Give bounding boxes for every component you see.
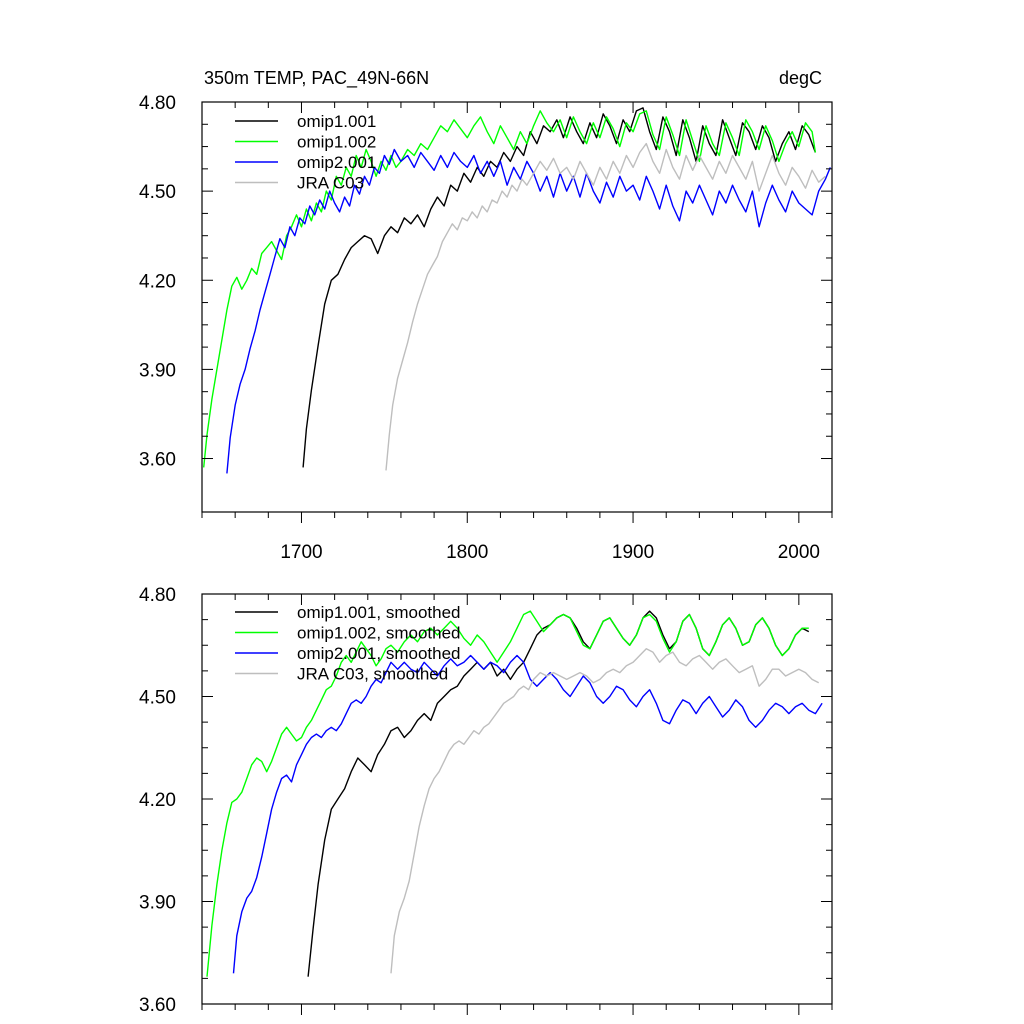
x-tick-label: 1700 <box>280 542 322 563</box>
y-tick-label: 3.90 <box>139 360 176 381</box>
legend-label: omip2.001 <box>297 153 376 172</box>
series-line-2 <box>206 610 809 977</box>
y-tick-label: 4.50 <box>139 688 176 709</box>
series-line-2 <box>203 110 817 468</box>
legend-label: JRA C03, smoothed <box>297 665 448 684</box>
plot-frame <box>201 101 833 513</box>
x-tick-label: 2000 <box>778 542 820 563</box>
legend: omip1.001, smoothed omip1.002, smoothedom… <box>235 603 461 684</box>
legend-label: omip1.002 <box>297 133 376 152</box>
units-label: degC <box>779 68 822 88</box>
x-tick-label: 1800 <box>446 542 488 563</box>
series-line-4 <box>385 142 826 471</box>
series-line-4 <box>390 648 820 974</box>
legend-label: omip1.001, smoothed <box>297 603 461 622</box>
series-lines <box>206 610 823 977</box>
panel-1: 3.60 3.90 4.20 4.50 4.80 1700 1800 1900 2000 350m… <box>139 68 833 563</box>
x-tick-label: 1900 <box>612 542 654 563</box>
chart-title: 350m TEMP, PAC_49N-66N <box>204 68 429 89</box>
legend-label: omip1.002, smoothed <box>297 624 461 643</box>
legend-label: omip2.001, smoothed <box>297 644 461 663</box>
y-tick-label: 4.80 <box>139 585 176 606</box>
legend-label: omip1.001 <box>297 112 376 131</box>
y-tick-label: 3.90 <box>139 893 176 914</box>
series-lines <box>203 107 831 474</box>
y-tick-label: 4.20 <box>139 790 176 811</box>
y-tick-label: 3.60 <box>139 450 176 471</box>
legend-label: JRA C03 <box>297 174 364 193</box>
y-tick-label: 3.60 <box>139 995 176 1016</box>
series-line-1 <box>302 107 817 468</box>
y-tick-label: 4.20 <box>139 271 176 292</box>
series-line-3 <box>226 148 831 474</box>
series-line-3 <box>232 654 823 974</box>
y-tick-label: 4.50 <box>139 182 176 203</box>
y-tick-label: 4.80 <box>139 93 176 114</box>
